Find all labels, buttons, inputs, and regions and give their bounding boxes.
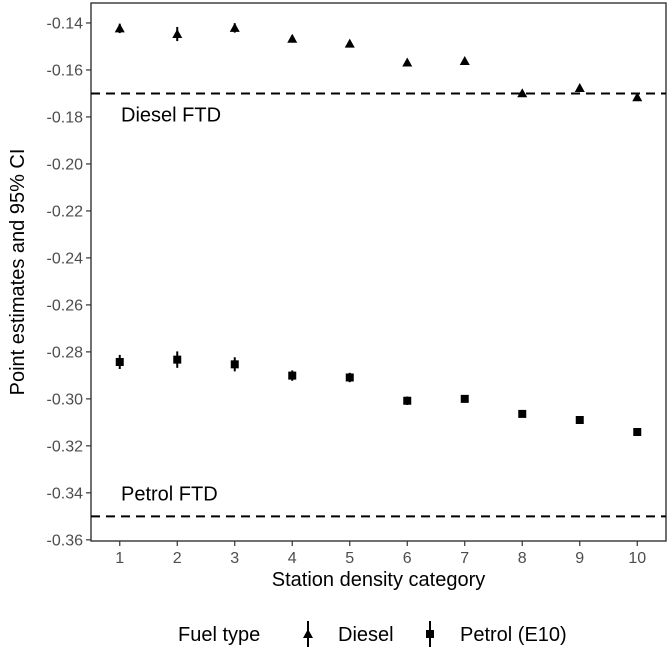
data-point bbox=[574, 83, 585, 93]
data-point bbox=[229, 22, 240, 32]
x-tick-label: 3 bbox=[230, 550, 239, 567]
data-point bbox=[460, 394, 469, 403]
x-axis: 1 2 3 4 5 6 7 8 9 10 bbox=[115, 541, 646, 567]
y-tick-label: -0.22 bbox=[47, 203, 84, 220]
data-point bbox=[115, 357, 124, 366]
y-tick-label: -0.34 bbox=[47, 485, 84, 502]
y-tick-label: -0.16 bbox=[47, 62, 84, 79]
legend-key-marker bbox=[426, 630, 434, 638]
data-point bbox=[344, 38, 355, 48]
x-tick-label: 7 bbox=[460, 550, 469, 567]
y-axis-title: Point estimates and 95% CI bbox=[7, 149, 29, 396]
data-point bbox=[172, 29, 183, 39]
reference-line-label: Petrol FTD bbox=[121, 483, 218, 505]
y-tick-label: -0.32 bbox=[47, 438, 84, 455]
data-point bbox=[517, 88, 528, 98]
data-point bbox=[230, 360, 239, 369]
data-point bbox=[114, 23, 125, 33]
y-tick-label: -0.30 bbox=[47, 391, 84, 408]
y-tick-label: -0.26 bbox=[47, 297, 84, 314]
panel-border bbox=[90, 2, 667, 542]
data-point bbox=[403, 396, 412, 405]
x-tick-label: 10 bbox=[628, 550, 646, 567]
y-axis: -0.14 -0.16 -0.18 -0.20 -0.22 -0.24 -0.26 -0.28… bbox=[47, 15, 91, 549]
x-tick-label: 5 bbox=[345, 550, 354, 567]
y-tick-label: -0.18 bbox=[47, 109, 84, 126]
data-point bbox=[575, 416, 584, 425]
x-tick-label: 1 bbox=[115, 550, 124, 567]
reference-lines: Diesel FTD Petrol FTD bbox=[91, 92, 666, 518]
data-point bbox=[173, 355, 182, 364]
legend-key-marker bbox=[303, 629, 313, 638]
legend: Fuel type Diesel Petrol (E10) bbox=[178, 621, 567, 647]
data-point bbox=[288, 371, 297, 380]
data-point bbox=[633, 427, 642, 436]
data-point bbox=[345, 373, 354, 382]
data-point bbox=[459, 56, 470, 66]
data-point bbox=[518, 409, 527, 418]
y-tick-label: -0.24 bbox=[47, 250, 84, 267]
series-group bbox=[114, 22, 643, 436]
y-tick-label: -0.14 bbox=[47, 15, 84, 32]
y-tick-label: -0.36 bbox=[47, 532, 84, 549]
x-tick-label: 8 bbox=[518, 550, 527, 567]
x-tick-label: 9 bbox=[575, 550, 584, 567]
data-point bbox=[287, 33, 298, 43]
x-tick-label: 6 bbox=[403, 550, 412, 567]
legend-entry: Diesel bbox=[338, 624, 394, 646]
reference-line-label: Diesel FTD bbox=[121, 104, 221, 126]
data-point bbox=[632, 92, 643, 102]
data-point bbox=[402, 57, 413, 67]
y-tick-label: -0.20 bbox=[47, 156, 84, 173]
legend-entry: Petrol (E10) bbox=[460, 624, 567, 646]
legend-title: Fuel type bbox=[178, 624, 260, 646]
x-axis-title: Station density category bbox=[272, 569, 485, 591]
y-tick-label: -0.28 bbox=[47, 344, 84, 361]
x-tick-label: 4 bbox=[288, 550, 297, 567]
x-tick-label: 2 bbox=[173, 550, 182, 567]
